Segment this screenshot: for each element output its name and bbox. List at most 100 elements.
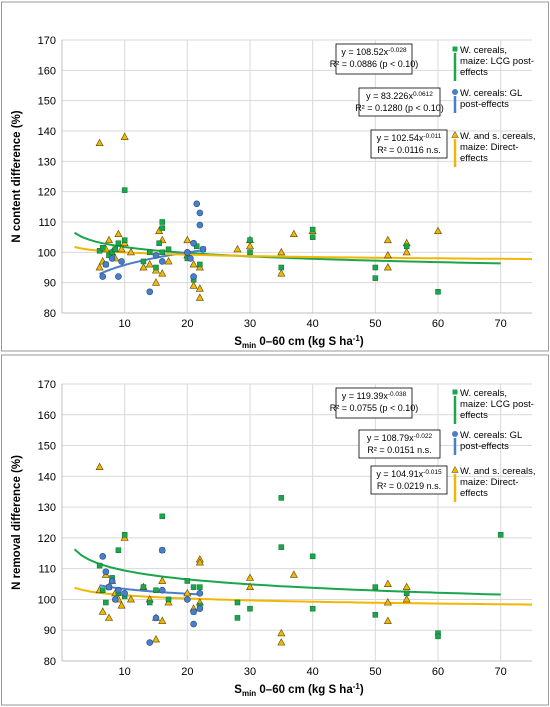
x-tick-label: 70 bbox=[495, 318, 507, 330]
lcg-point bbox=[159, 513, 166, 520]
gl-point bbox=[196, 605, 204, 612]
x-tick-label: 20 bbox=[181, 666, 193, 678]
gl-point bbox=[99, 553, 107, 560]
direct-point bbox=[402, 247, 411, 256]
direct-legend-label: effects bbox=[460, 153, 488, 164]
gl-point bbox=[196, 589, 204, 597]
lcg-point bbox=[190, 584, 197, 590]
y-tick-label: 150 bbox=[38, 441, 56, 453]
direct-point bbox=[195, 558, 204, 566]
direct-point bbox=[164, 257, 173, 265]
gl-point bbox=[193, 200, 201, 208]
direct-point bbox=[104, 235, 114, 244]
direct-point bbox=[117, 244, 126, 253]
gl-point bbox=[187, 255, 194, 262]
lcg-point bbox=[159, 219, 166, 225]
lcg-legend-label: effects bbox=[460, 410, 488, 421]
lcg-point bbox=[159, 225, 166, 231]
gl-point bbox=[111, 596, 119, 603]
gl-point bbox=[158, 546, 166, 554]
gl-point bbox=[190, 620, 197, 628]
lcg-point bbox=[103, 599, 109, 606]
gl-point bbox=[184, 596, 191, 603]
gl-point bbox=[196, 221, 204, 229]
panel-frame bbox=[1, 354, 549, 706]
y-tick-label: 170 bbox=[38, 35, 56, 47]
lcg-point bbox=[309, 553, 316, 560]
y-tick-label: 100 bbox=[38, 247, 56, 259]
lcg-point bbox=[165, 246, 172, 253]
direct-point bbox=[98, 607, 107, 615]
lcg-point bbox=[372, 264, 379, 271]
lcg-point bbox=[372, 584, 379, 590]
y-tick-label: 110 bbox=[38, 564, 56, 576]
gl-point bbox=[118, 258, 125, 265]
lcg-equation: y = 108.52x-0.028 bbox=[341, 47, 407, 57]
gl-legend-label: W. cereals: GL bbox=[460, 430, 522, 441]
direct-point bbox=[104, 613, 114, 621]
lcg-legend-label: W. cereals, bbox=[460, 45, 507, 56]
direct-fit-curve bbox=[74, 586, 533, 606]
direct-point bbox=[383, 235, 392, 244]
lcg-point bbox=[234, 615, 241, 621]
direct-point bbox=[183, 588, 192, 597]
lcg-point bbox=[96, 562, 103, 569]
x-tick-label: 30 bbox=[244, 666, 256, 678]
lcg-point bbox=[165, 596, 172, 603]
lcg-point bbox=[159, 249, 166, 256]
direct-point bbox=[183, 235, 192, 244]
direct-r-squared: R² = 0.0219 n.s. bbox=[377, 481, 441, 491]
x-axis-title: Smin 0–60 cm (kg S ha-1) bbox=[234, 334, 364, 350]
gl-equation: y = 108.79x-0.022 bbox=[367, 433, 433, 443]
direct-point bbox=[383, 616, 392, 624]
direct-point bbox=[189, 260, 198, 268]
direct-r-squared: R² = 0.0116 n.s. bbox=[377, 145, 441, 155]
y-tick-label: 80 bbox=[44, 656, 56, 668]
x-tick-label: 60 bbox=[432, 666, 444, 678]
direct-point bbox=[95, 263, 104, 271]
y-tick-label: 140 bbox=[38, 471, 56, 483]
direct-point bbox=[114, 229, 123, 238]
gl-point bbox=[102, 568, 110, 576]
panel-n-content: 80 90 100 110 120 130 140 150 160 170 10 20 30 40 50 60… bbox=[1, 1, 549, 352]
x-tick-label: 30 bbox=[244, 318, 256, 330]
gl-point bbox=[121, 589, 128, 597]
x-tick-label: 70 bbox=[495, 666, 507, 678]
gl-equation-box bbox=[358, 429, 441, 459]
y-tick-label: 110 bbox=[38, 217, 56, 229]
gl-point bbox=[184, 249, 191, 256]
direct-point bbox=[383, 579, 392, 587]
gl-point bbox=[108, 577, 116, 585]
x-tick-label: 10 bbox=[119, 318, 131, 330]
gl-legend-label: W. cereals: GL bbox=[460, 88, 522, 99]
gl-point bbox=[146, 639, 154, 646]
panel-frame bbox=[1, 1, 549, 352]
lcg-point bbox=[435, 633, 441, 640]
lcg-fit-curve bbox=[74, 231, 501, 265]
lcg-legend-marker bbox=[452, 46, 458, 52]
direct-point bbox=[402, 582, 411, 591]
gl-point bbox=[190, 273, 197, 280]
direct-point bbox=[151, 278, 161, 286]
lcg-point bbox=[197, 261, 203, 268]
lcg-point bbox=[121, 532, 128, 538]
y-tick-label: 130 bbox=[38, 156, 56, 168]
direct-point bbox=[245, 582, 255, 591]
direct-point bbox=[383, 263, 392, 271]
direct-point bbox=[402, 595, 411, 603]
x-tick-label: 40 bbox=[307, 318, 319, 330]
x-tick-label: 50 bbox=[369, 666, 381, 678]
direct-point bbox=[245, 573, 255, 581]
direct-point bbox=[195, 284, 204, 292]
gl-point bbox=[199, 246, 207, 253]
direct-legend-label: maize: Direct- bbox=[460, 142, 519, 153]
direct-point bbox=[233, 244, 242, 253]
gl-point bbox=[196, 209, 204, 217]
gl-point bbox=[99, 273, 107, 280]
y-axis-title: N content difference (%) bbox=[11, 110, 23, 242]
y-tick-label: 150 bbox=[38, 96, 56, 108]
gl-point bbox=[152, 614, 160, 622]
gl-point bbox=[102, 261, 110, 268]
lcg-point bbox=[115, 240, 122, 246]
